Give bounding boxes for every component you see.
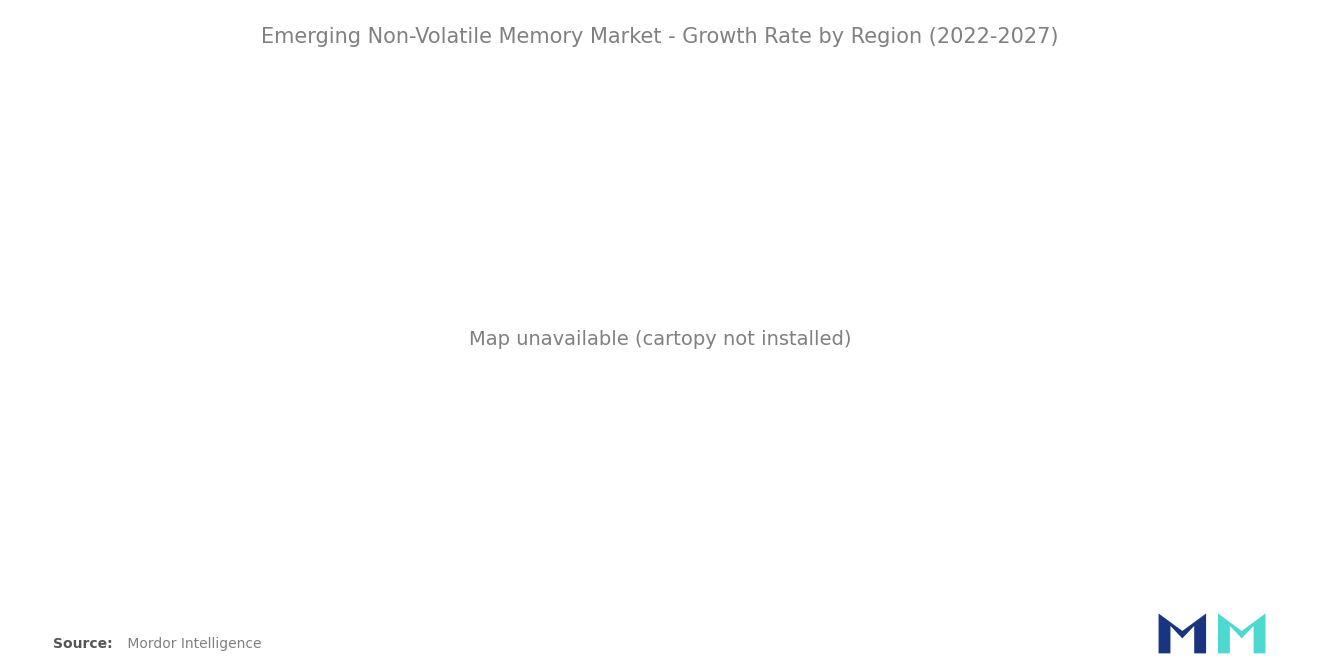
Text: Map unavailable (cartopy not installed): Map unavailable (cartopy not installed) <box>469 330 851 348</box>
Polygon shape <box>1218 613 1266 653</box>
Text: Source:: Source: <box>53 637 112 652</box>
Text: Mordor Intelligence: Mordor Intelligence <box>123 637 261 652</box>
Polygon shape <box>1159 613 1206 653</box>
Text: Emerging Non-Volatile Memory Market - Growth Rate by Region (2022-2027): Emerging Non-Volatile Memory Market - Gr… <box>261 27 1059 47</box>
